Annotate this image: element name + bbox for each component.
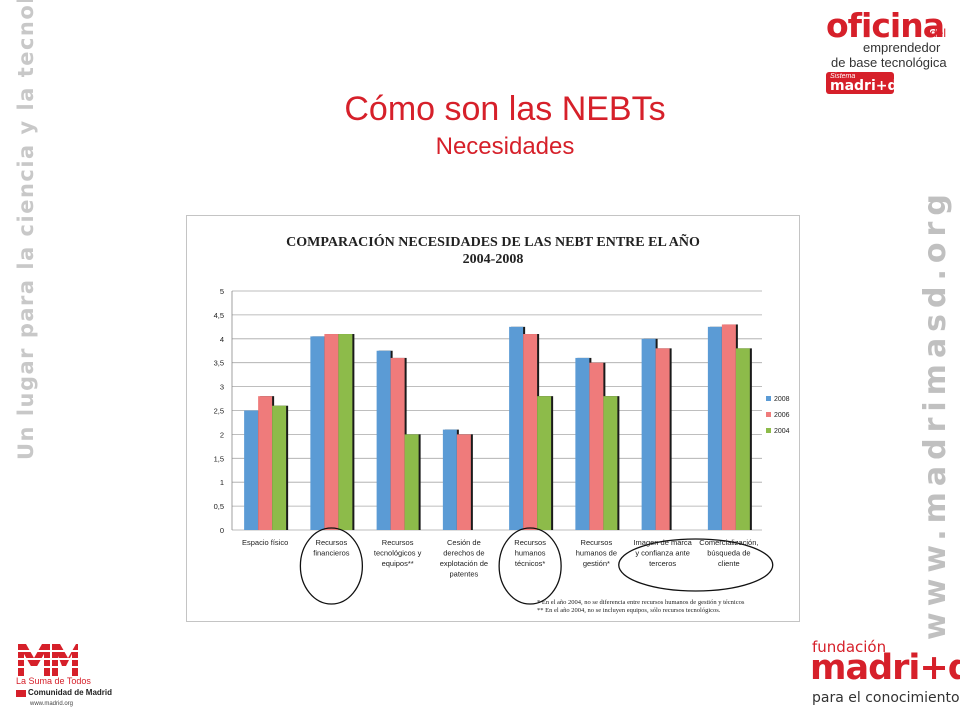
legend-label: 2006 [774,412,790,419]
x-category-label: Comercialización, [699,538,758,547]
bar-2006 [456,434,471,530]
comunidad-flag-icon [16,690,26,697]
x-category-label: Recursos [581,538,613,547]
y-tick-label: 3 [220,383,224,392]
x-category-label: tecnológicos y [374,549,422,558]
x-category-label: técnicos* [515,559,546,568]
x-category-label: patentes [449,570,478,579]
bar-2004 [338,334,353,530]
y-tick-label: 1 [220,478,224,487]
oficina-logo-line1: emprendedor [863,40,941,55]
annotation-circle [618,538,774,592]
comunidad-web-text: www.madrid.org [30,701,74,707]
legend-swatch-2004 [766,428,771,433]
y-tick-label: 5 [220,287,224,296]
bar-2006 [523,334,538,530]
badge-small-text: Sistema [830,73,856,80]
x-category-label: Recursos [382,538,414,547]
chart-frame: COMPARACIÓN NECESIDADES DE LAS NEBT ENTR… [186,215,800,622]
x-category-label: búsqueda de [707,549,750,558]
y-tick-label: 0 [220,526,224,535]
bar-2004 [735,348,750,530]
legend-label: 2004 [774,428,790,435]
y-tick-label: 1,5 [214,454,224,463]
fundacion-madrimasd-logo: fundación madri+d para el conocimiento [810,638,960,710]
legend-swatch-2008 [766,396,771,401]
legend-label: 2008 [774,396,790,403]
oficina-logo-line2: de base tecnológica [831,55,947,70]
bar-2008 [509,326,524,530]
y-tick-label: 4 [220,335,224,344]
bar-2004 [537,396,552,530]
side-slogan-text: Un lugar para la ciencia y la tecnología [14,0,38,460]
y-tick-label: 2 [220,430,224,439]
legend-swatch-2006 [766,412,771,417]
fundacion-tagline: para el conocimiento [812,690,960,706]
bar-2004 [272,405,287,530]
x-category-label: humanos [515,549,546,558]
bar-2008 [707,326,722,530]
sistema-madrimasd-badge: Sistema madri+d [826,72,898,94]
bar-chart: COMPARACIÓN NECESIDADES DE LAS NEBT ENTR… [214,232,790,614]
chart-title-line2: 2004-2008 [463,252,524,267]
fundacion-word: fundación [812,638,887,656]
chart-footnote: ** En el año 2004, no se incluyen equipo… [537,607,721,614]
fundacion-madrimasd-word: madri+d [810,648,960,688]
oficina-emprendedor-logo: oficina del emprendedor de base tecnológ… [826,6,956,98]
x-category-label: Cesión de [447,538,481,547]
x-category-label: Imagen de marca [633,538,692,547]
bar-2006 [655,348,670,530]
x-category-label: humanos de [576,549,617,558]
bar-2006 [258,396,273,530]
chart-title-line1: COMPARACIÓN NECESIDADES DE LAS NEBT ENTR… [286,232,700,250]
bar-2006 [324,334,339,530]
y-tick-label: 4,5 [214,311,224,320]
x-category-label: cliente [718,559,740,568]
bar-2006 [721,324,736,530]
bar-2008 [575,357,590,530]
x-category-label: derechos de [443,549,484,558]
y-tick-label: 3,5 [214,359,224,368]
bar-2004 [603,396,618,530]
bar-2006 [589,362,604,530]
annotation-circle [498,527,562,605]
bar-2004 [404,434,419,530]
x-category-label: equipos** [382,559,414,568]
slide-title: Cómo son las NEBTs [344,90,666,128]
chart-footnote: * En el año 2004, no se diferencia entre… [537,599,745,606]
x-category-label: explotación de [440,559,488,568]
badge-main-text: madri+d [830,78,898,94]
y-tick-label: 0,5 [214,502,224,511]
bar-2006 [390,357,405,530]
x-category-label: gestión* [583,559,610,568]
x-category-label: Espacio físico [242,538,288,547]
bar-2008 [310,336,325,530]
bar-2008 [376,350,391,530]
comunidad-madrid-logo: La Suma de Todos Comunidad de Madrid www… [12,640,112,710]
bar-2008 [244,410,259,530]
oficina-logo-del: del [930,26,947,40]
slide-subtitle: Necesidades [435,133,575,160]
bar-2008 [641,338,656,530]
comunidad-suma-text: La Suma de Todos [16,676,91,686]
x-category-label: financieros [313,549,350,558]
y-tick-label: 2,5 [214,407,224,416]
bar-2008 [442,429,457,530]
comunidad-name-text: Comunidad de Madrid [28,688,112,697]
oficina-logo-word: oficina [826,6,945,45]
comunidad-madrid-emblem-icon [16,644,78,676]
annotation-circle [299,527,364,605]
x-category-label: Recursos [514,538,546,547]
x-category-label: Recursos [316,538,348,547]
x-category-label: y confianza ante [635,549,690,558]
side-website-text: www.madrimasd.org [918,188,953,640]
x-category-label: terceros [649,559,676,568]
